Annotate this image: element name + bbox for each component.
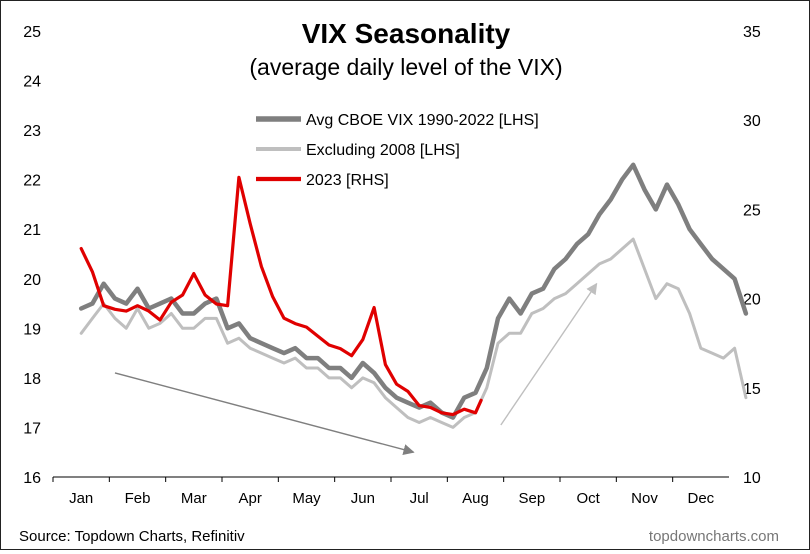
left-tick-label: 16 — [23, 470, 41, 487]
x-axis: Jan Feb Mar Apr May Jun Jul Aug Sep Oct Nov Dec — [52, 476, 729, 507]
right-tick-label: 30 — [743, 113, 761, 130]
series-line-3 — [79, 175, 483, 417]
left-tick-label: 23 — [23, 123, 41, 140]
legend-label: 2023 [RHS] — [306, 172, 389, 189]
right-tick-label: 35 — [743, 24, 761, 41]
series-lines — [78, 162, 749, 429]
x-tick-label: Jun — [351, 490, 375, 507]
legend: Avg CBOE VIX 1990-2022 [LHS] Excluding 20… — [256, 112, 539, 189]
x-tick-label: Jul — [410, 490, 429, 507]
right-axis: 10 15 20 25 30 35 — [743, 24, 761, 487]
right-tick-label: 20 — [743, 292, 761, 309]
source-note: Source: Topdown Charts, Refinitiv — [19, 528, 245, 545]
left-axis: 16 17 18 19 20 21 22 23 24 25 — [23, 24, 41, 487]
left-tick-label: 18 — [23, 371, 41, 388]
x-tick-label: Nov — [631, 490, 658, 507]
annotations — [114, 282, 598, 456]
x-tick-label: Apr — [238, 490, 261, 507]
left-tick-label: 19 — [23, 321, 41, 338]
watermark: topdowncharts.com — [649, 528, 779, 545]
left-tick-label: 22 — [23, 173, 41, 190]
left-tick-label: 17 — [23, 420, 41, 437]
left-tick-label: 24 — [23, 74, 41, 91]
x-tick-label: Mar — [181, 490, 207, 507]
left-tick-label: 20 — [23, 272, 41, 289]
chart-title: VIX Seasonality — [302, 18, 511, 49]
right-tick-label: 15 — [743, 381, 761, 398]
series-line-2 — [79, 237, 748, 429]
x-tick-label: May — [292, 490, 321, 507]
legend-label: Excluding 2008 [LHS] — [306, 142, 460, 159]
x-tick-label: Sep — [518, 490, 545, 507]
x-tick-label: Dec — [687, 490, 714, 507]
x-tick-label: Oct — [576, 490, 600, 507]
right-tick-label: 25 — [743, 202, 761, 219]
chart-subtitle: (average daily level of the VIX) — [249, 54, 562, 80]
trend-arrow — [500, 282, 598, 426]
x-tick-label: Aug — [462, 490, 489, 507]
x-tick-label: Feb — [125, 490, 151, 507]
left-tick-label: 25 — [23, 24, 41, 41]
legend-label: Avg CBOE VIX 1990-2022 [LHS] — [306, 112, 539, 129]
right-tick-label: 10 — [743, 470, 761, 487]
trend-arrow — [114, 372, 415, 456]
series-line-1 — [78, 162, 749, 420]
x-tick-label: Jan — [69, 490, 93, 507]
left-tick-label: 21 — [23, 222, 41, 239]
